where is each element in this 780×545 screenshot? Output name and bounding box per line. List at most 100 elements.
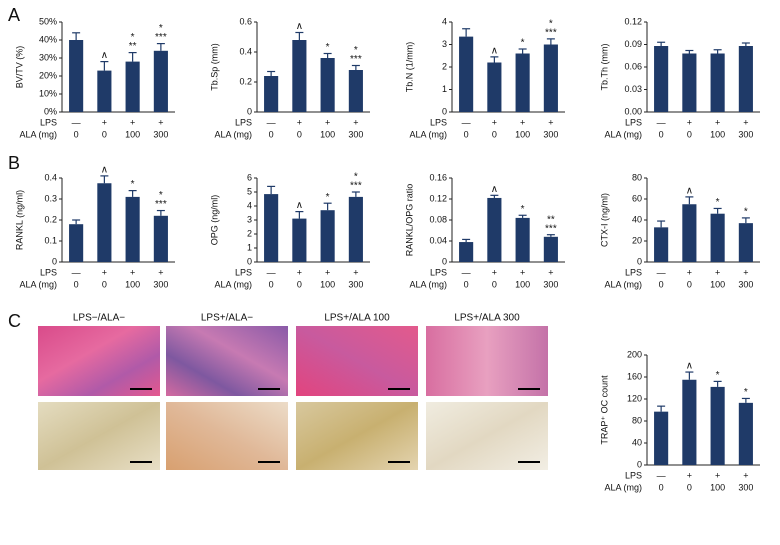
y-tick-label: 120 [627,393,642,403]
bar [292,218,307,262]
bar [69,40,84,112]
y-axis-label: RANKL (ng/ml) [14,190,24,250]
significance: * [159,23,163,34]
y-tick-label: 2 [442,61,447,71]
x-tick-label: 100 [710,279,725,289]
x-tick-label: + [102,267,107,277]
y-tick-label: 0% [44,106,57,116]
x-tick-label: 0 [659,482,664,492]
y-axis-label: Tb.Th (mm) [599,44,609,91]
significance: ∧ [296,200,303,211]
significance: ∧ [491,184,498,195]
x-tick-label: 0 [687,482,692,492]
x-tick-label: 0 [269,129,274,139]
image-label: LPS+/ALA 100 [324,313,390,324]
x-tick-label: + [715,470,720,480]
he-image [296,326,418,396]
x-tick-label: + [743,117,748,127]
x-tick-label: — [657,117,666,127]
y-tick-label: 4 [247,200,252,210]
significance: * [131,32,135,43]
he-image [38,326,160,396]
significance: ∧ [686,186,693,197]
y-tick-label: 2 [247,228,252,238]
x-row-label: ALA (mg) [409,129,447,139]
bar [125,196,140,262]
significance: * [354,45,358,56]
significance: *** [155,199,167,210]
histology [38,326,548,470]
x-tick-label: 0 [687,129,692,139]
x-tick-label: 0 [659,279,664,289]
x-tick-label: — [462,117,471,127]
x-tick-label: 300 [738,279,753,289]
x-row-label: LPS [235,117,252,127]
x-tick-label: — [72,267,81,277]
bar [543,236,558,262]
x-tick-label: 100 [320,129,335,139]
y-tick-label: 10% [39,88,57,98]
y-tick-label: 0 [442,256,447,266]
x-tick-label: + [492,267,497,277]
x-tick-label: 0 [492,279,497,289]
x-tick-label: — [267,267,276,277]
x-row-label: LPS [40,117,57,127]
x-tick-label: 0 [269,279,274,289]
x-tick-label: 300 [738,482,753,492]
x-tick-label: 100 [710,129,725,139]
x-row-label: ALA (mg) [214,129,252,139]
y-tick-label: 4 [442,16,447,26]
bar [654,46,669,112]
bar [515,53,530,112]
x-tick-label: 100 [710,482,725,492]
significance: ∧ [686,361,693,372]
significance: *** [350,54,362,65]
bar [264,76,279,112]
x-tick-label: 300 [348,129,363,139]
y-tick-label: 160 [627,371,642,381]
image-label: LPS+/ALA− [201,313,253,324]
y-tick-label: 0.04 [429,235,447,245]
x-tick-label: + [687,267,692,277]
x-tick-label: — [267,117,276,127]
y-tick-label: 60 [632,193,642,203]
bar [153,50,168,112]
y-tick-label: 0.12 [624,16,642,26]
x-tick-label: + [353,267,358,277]
x-tick-label: + [520,117,525,127]
significance: * [354,172,358,183]
x-tick-label: 300 [153,279,168,289]
significance: * [549,19,553,30]
x-tick-label: + [158,117,163,127]
y-tick-label: 0.3 [44,193,57,203]
y-tick-label: 0.03 [624,84,642,94]
y-tick-label: 0 [247,106,252,116]
significance: * [131,179,135,190]
significance: ∧ [491,46,498,57]
x-tick-label: — [657,267,666,277]
x-row-label: LPS [430,267,447,277]
trap-image [38,402,160,470]
x-tick-label: + [325,117,330,127]
y-axis-label: RANKL/OPG ratio [404,184,414,257]
panel-letter: A [8,5,20,25]
x-tick-label: 0 [687,279,692,289]
y-axis-label: Tb.Sp (mm) [209,43,219,91]
x-tick-label: 300 [543,279,558,289]
x-tick-label: + [743,267,748,277]
y-tick-label: 0 [52,256,57,266]
significance: *** [350,181,362,192]
bar [487,197,502,262]
x-tick-label: + [715,117,720,127]
x-tick-label: 100 [125,129,140,139]
bar [738,223,753,262]
x-tick-label: 0 [102,279,107,289]
x-row-label: LPS [40,267,57,277]
bar [682,204,697,262]
y-tick-label: 0 [442,106,447,116]
significance: * [326,42,330,53]
x-tick-label: + [492,117,497,127]
y-tick-label: 30% [39,52,57,62]
bar [97,70,112,112]
bar [153,215,168,262]
